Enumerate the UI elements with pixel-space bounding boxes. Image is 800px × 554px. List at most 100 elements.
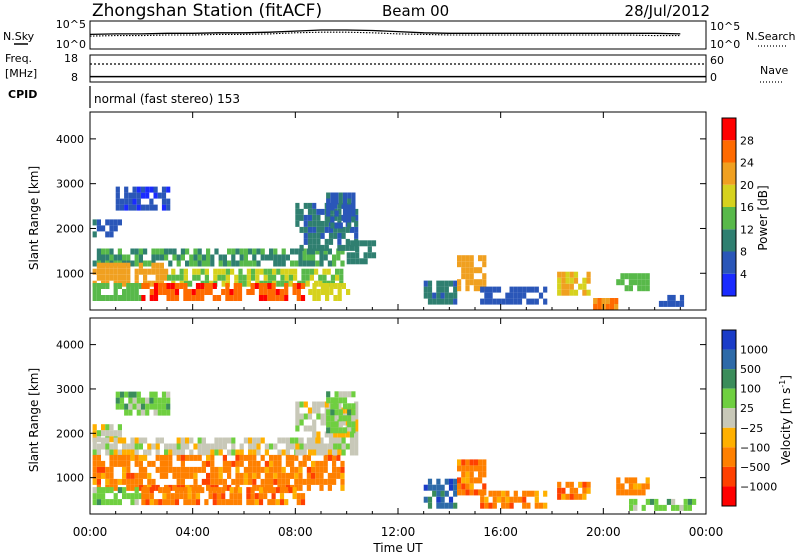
heatmap-cell: [340, 248, 345, 255]
heatmap-cell: [641, 489, 646, 496]
heatmap-cell: [206, 454, 211, 461]
heatmap-cell: [248, 260, 253, 267]
heatmap-cell: [109, 460, 114, 467]
heatmap-cell: [295, 449, 300, 456]
heatmap-cell: [105, 231, 110, 238]
heatmap-cell: [341, 283, 346, 289]
heatmap-cell: [279, 499, 285, 506]
heatmap-cell: [221, 274, 226, 281]
heatmap-cell: [323, 248, 328, 255]
heatmap-cell: [248, 443, 253, 450]
heatmap-cell: [159, 437, 164, 444]
heatmap-cell: [359, 240, 364, 247]
heatmap-cell: [312, 226, 317, 233]
heatmap-cell: [306, 454, 311, 461]
heatmap-cell: [341, 431, 346, 438]
heatmap-cell: [277, 437, 282, 444]
heatmap-cell: [436, 280, 441, 287]
heatmap-cell: [128, 391, 133, 398]
heatmap-cell: [180, 254, 185, 261]
heatmap-cell: [311, 254, 316, 261]
heatmap-cell: [296, 289, 301, 295]
heatmap-cell: [675, 300, 680, 307]
heatmap-cell: [189, 254, 194, 261]
heatmap-cell: [130, 248, 135, 255]
heatmap-cell: [126, 254, 131, 261]
heatmap-cell: [221, 268, 226, 275]
heatmap-cell: [246, 274, 251, 281]
heatmap-cell: [222, 260, 227, 267]
heatmap-cell: [193, 443, 198, 450]
heatmap-cell: [147, 460, 152, 467]
heatmap-cell: [633, 498, 638, 505]
heatmap-cell: [109, 472, 114, 479]
heatmap-cell: [295, 443, 300, 450]
power-heatmap: [92, 186, 685, 310]
heatmap-cell: [349, 226, 355, 233]
heatmap-cell: [158, 283, 163, 289]
heatmap-cell: [179, 268, 184, 275]
heatmap-cell: [561, 277, 566, 284]
heatmap-cell: [279, 487, 285, 494]
heatmap-cell: [238, 274, 243, 281]
heatmap-cell: [534, 496, 539, 503]
heatmap-cell: [255, 274, 260, 281]
heatmap-cell: [473, 279, 478, 286]
heatmap-cell: [157, 409, 162, 416]
heatmap-cell: [480, 502, 485, 509]
heatmap-cell: [248, 472, 253, 479]
heatmap-cell: [168, 460, 173, 467]
heatmap-cell: [147, 260, 152, 267]
heatmap-cell: [243, 472, 248, 479]
heatmap-cell: [193, 260, 198, 267]
heatmap-cell: [119, 198, 125, 205]
heatmap-cell: [263, 289, 268, 295]
heatmap-cell: [246, 268, 251, 275]
heatmap-cell: [334, 210, 339, 217]
heatmap-cell: [654, 504, 659, 511]
heatmap-cell: [92, 443, 97, 450]
heatmap-cell: [201, 460, 206, 467]
heatmap-cell: [243, 248, 248, 255]
heatmap-cell: [138, 295, 143, 301]
heatmap-cell: [130, 283, 135, 289]
heatmap-cell: [193, 454, 198, 461]
heatmap-cell: [349, 244, 355, 251]
heatmap-cell: [336, 248, 341, 255]
heatmap-cell: [159, 460, 164, 467]
heatmap-cell: [115, 391, 120, 398]
heatmap-cell: [251, 274, 256, 281]
heatmap-cell: [130, 437, 135, 444]
heatmap-cell: [342, 210, 348, 217]
heatmap-cell: [565, 271, 570, 278]
heatmap-cell: [212, 283, 217, 289]
heatmap-cell: [218, 466, 223, 473]
heatmap-cell: [117, 248, 122, 255]
heatmap-cell: [176, 437, 181, 444]
heatmap-cell: [637, 273, 642, 280]
heatmap-cell: [496, 286, 502, 293]
heatmap-cell: [101, 248, 106, 255]
heatmap-cell: [256, 248, 261, 255]
heatmap-cell: [543, 490, 548, 497]
heatmap-cell: [284, 499, 289, 506]
heatmap-cell: [281, 472, 286, 479]
heatmap-cell: [113, 274, 118, 281]
heatmap-cell: [316, 220, 321, 227]
heatmap-cell: [212, 487, 217, 494]
heatmap-cell: [260, 466, 265, 473]
heatmap-cell: [143, 248, 148, 255]
heatmap-cell: [277, 449, 282, 456]
heatmap-cell: [130, 449, 135, 456]
heatmap-cell: [465, 489, 470, 496]
heatmap-cell: [355, 246, 360, 253]
heatmap-cell: [332, 254, 337, 261]
colorbar-tick-label: −1000: [740, 480, 777, 493]
heatmap-cell: [295, 208, 300, 215]
heatmap-cell: [338, 198, 343, 205]
heatmap-cell: [309, 268, 314, 275]
heatmap-cell: [213, 268, 218, 275]
heatmap-cell: [312, 220, 317, 227]
heatmap-cell: [204, 283, 209, 289]
heatmap-cell: [351, 192, 356, 199]
